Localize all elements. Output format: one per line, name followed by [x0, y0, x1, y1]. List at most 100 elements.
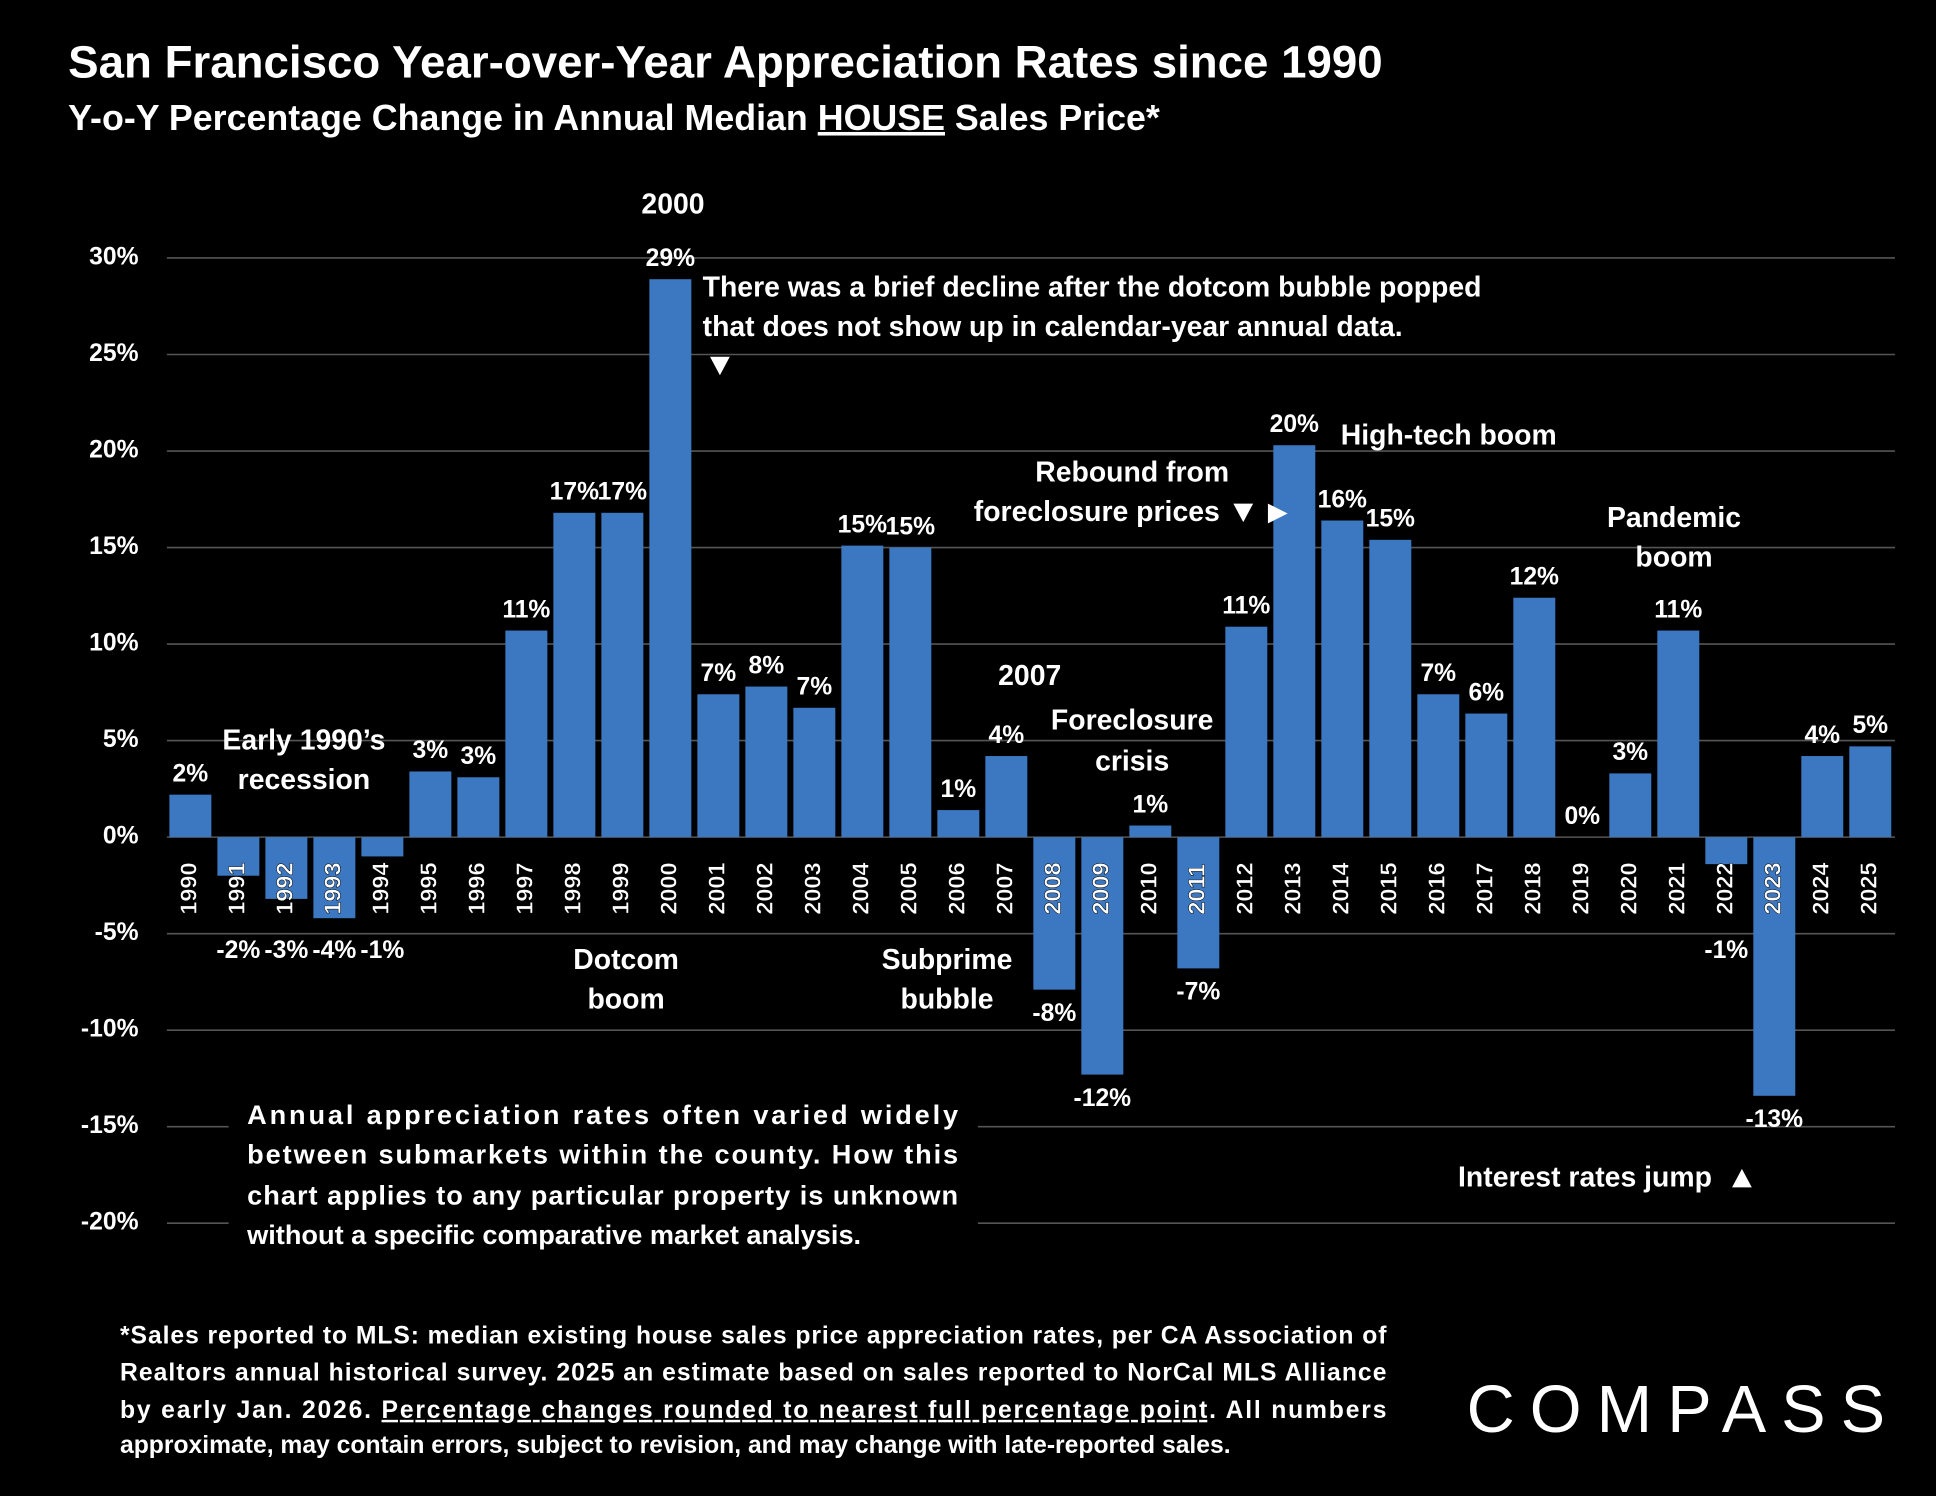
bar: [409, 771, 452, 838]
x-tick-label: 1995: [416, 862, 442, 914]
y-tick-label: 30%: [89, 243, 138, 270]
x-tick-label: 2011: [1184, 864, 1210, 915]
value-label: -7%: [1176, 979, 1220, 1006]
x-tick-label: 1990: [176, 862, 202, 914]
y-tick-label: 0%: [103, 823, 139, 850]
value-label: 15%: [886, 513, 935, 540]
x-tick-label: 2014: [1328, 862, 1354, 914]
x-tick-label: 2005: [896, 862, 922, 914]
x-tick-label: 2024: [1807, 862, 1833, 914]
bar: [1657, 630, 1700, 838]
x-tick-label: 2013: [1280, 862, 1306, 914]
x-tick-label: 2001: [704, 862, 730, 914]
y-tick-label: 25%: [89, 340, 138, 367]
value-label: 3%: [461, 743, 497, 770]
x-tick-label: 1991: [224, 862, 250, 914]
x-tick-label: 1992: [272, 862, 298, 914]
x-tick-label: 2002: [752, 862, 778, 914]
value-label: 17%: [550, 479, 599, 506]
footnote-part: Percentage changes rounded to nearest fu…: [382, 1396, 1208, 1423]
y-tick-label: -20%: [81, 1209, 139, 1236]
footnote: *Sales reported to MLS: median existing …: [120, 1322, 1387, 1459]
bar: [697, 694, 740, 838]
x-tick-label: 2018: [1519, 862, 1545, 914]
value-label: 11%: [1222, 592, 1270, 619]
y-tick-label: 15%: [89, 533, 138, 560]
bar: [841, 545, 884, 838]
bar: [169, 794, 212, 838]
value-label: 11%: [502, 596, 550, 623]
chart-subtitle: Y-o-Y Percentage Change in Annual Median…: [68, 98, 1160, 138]
value-label: 7%: [701, 660, 737, 687]
bar: [793, 707, 836, 838]
x-tick-label: 1999: [608, 862, 634, 914]
x-tick-label: 2016: [1424, 862, 1450, 914]
annotations: 2000 There was a brief decline after the…: [222, 189, 1752, 1193]
annotation: Foreclosure: [1051, 705, 1213, 737]
value-label: 12%: [1510, 564, 1559, 591]
value-label: 4%: [1804, 722, 1840, 749]
value-label: 0%: [1564, 803, 1600, 830]
bar: [313, 837, 356, 919]
x-tick-label: 2023: [1759, 862, 1785, 914]
x-tick-label: 2010: [1136, 862, 1162, 914]
value-label: 7%: [797, 674, 833, 701]
bar: [1273, 445, 1316, 838]
x-tick-label: 1996: [464, 862, 490, 914]
bar: [553, 512, 596, 838]
arrow: [1233, 503, 1254, 523]
bar: [1225, 626, 1268, 838]
chart-title: San Francisco Year-over-Year Appreciatio…: [68, 36, 1383, 87]
footnote-line: approximate, may contain errors, subject…: [120, 1432, 1231, 1459]
value-label: -13%: [1745, 1106, 1803, 1133]
value-label: 5%: [1852, 712, 1888, 739]
value-label: -2%: [216, 937, 260, 964]
bar: [217, 837, 260, 876]
value-label: 6%: [1468, 679, 1504, 706]
x-tick-label: 2025: [1855, 862, 1881, 914]
annotation: Rebound from: [1035, 456, 1229, 488]
bar: [1321, 520, 1364, 838]
y-tick-label: -15%: [81, 1112, 139, 1139]
annotation: Pandemic: [1607, 502, 1741, 534]
annotation: Interest rates jump: [1458, 1161, 1712, 1193]
value-label: -12%: [1074, 1085, 1132, 1112]
footnote-part: by early Jan. 2026.: [120, 1396, 380, 1423]
bar: [1129, 825, 1172, 838]
bar: [1177, 837, 1220, 969]
bar: [1513, 597, 1556, 838]
bar: [649, 279, 692, 838]
x-tick-label: 1994: [368, 862, 394, 914]
annotation: 2000: [641, 189, 704, 221]
x-tick-label: 2021: [1663, 862, 1689, 914]
footnote-line: by early Jan. 2026. Percentage changes r…: [120, 1396, 1386, 1423]
bar: [1417, 694, 1460, 838]
x-tick-label: 2012: [1232, 862, 1258, 914]
value-label: 15%: [838, 511, 887, 538]
note-line: chart applies to any particular property…: [247, 1179, 958, 1210]
bar: [601, 512, 644, 838]
annotation: crisis: [1095, 745, 1169, 777]
note-line: between submarkets within the county. Ho…: [247, 1139, 958, 1170]
footnote-line: *Sales reported to MLS: median existing …: [120, 1322, 1387, 1349]
value-label: 1%: [1132, 791, 1168, 818]
value-label: -3%: [264, 937, 308, 964]
bar: [1369, 539, 1412, 838]
x-tick-label: 2020: [1615, 862, 1641, 914]
x-tick-label: 1993: [320, 862, 346, 914]
y-tick-label: -5%: [95, 919, 139, 946]
x-tick-label: 2003: [800, 862, 826, 914]
bar: [1801, 756, 1844, 838]
value-label: -1%: [360, 937, 404, 964]
value-label: 4%: [988, 722, 1024, 749]
value-label: 3%: [413, 737, 449, 764]
x-tick-label: 2015: [1376, 862, 1402, 914]
value-label: 2%: [173, 760, 209, 787]
value-label: -4%: [312, 937, 356, 964]
annotation: foreclosure prices: [974, 496, 1220, 528]
annotation: High-tech boom: [1341, 419, 1557, 451]
x-tick-label: 2019: [1567, 862, 1593, 914]
bar: [1849, 746, 1892, 838]
value-label: -1%: [1704, 937, 1748, 964]
